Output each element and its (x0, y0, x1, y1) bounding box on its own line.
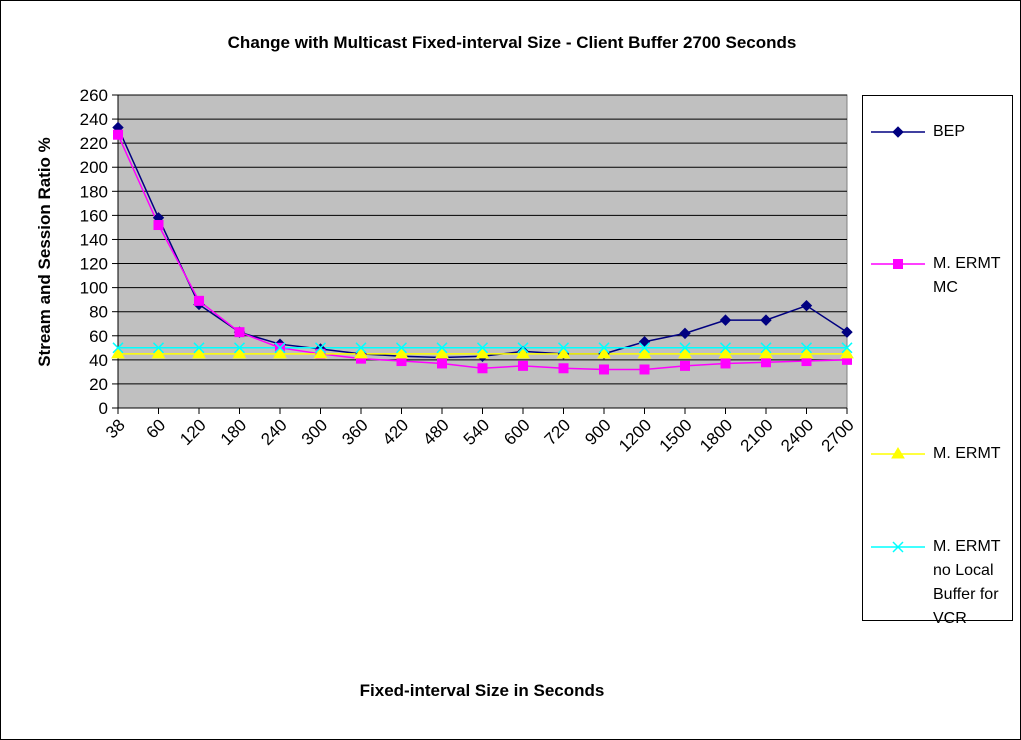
marker (355, 342, 367, 354)
marker (192, 346, 206, 359)
marker (476, 342, 489, 354)
legend-swatch (871, 541, 925, 553)
marker (194, 295, 204, 306)
marker (274, 342, 286, 354)
marker (273, 346, 287, 359)
marker (111, 346, 125, 359)
marker (395, 342, 408, 354)
marker (799, 346, 814, 359)
marker (760, 314, 772, 326)
marker (599, 364, 609, 375)
legend-swatch (871, 126, 925, 138)
legend-entry: M. ERMT (863, 442, 1014, 466)
marker (354, 346, 368, 359)
legend-label: M. ERMT (933, 445, 1001, 462)
legend: BEP M. ERMT MC M. ERMT M. ERMT no Local Buf… (862, 95, 1014, 627)
marker (152, 342, 165, 354)
marker (516, 346, 530, 359)
y-tick-label: 60 (89, 327, 108, 346)
marker (232, 346, 247, 359)
y-tick-label: 140 (80, 230, 108, 249)
marker (718, 346, 733, 359)
marker (477, 363, 488, 374)
marker (153, 220, 164, 231)
marker (233, 342, 246, 354)
marker (112, 342, 124, 354)
marker (841, 326, 853, 338)
marker (314, 342, 327, 354)
y-tick-label: 120 (80, 255, 108, 274)
marker (517, 342, 529, 354)
y-tick-label: 80 (89, 303, 108, 322)
y-tick-label: 160 (80, 206, 108, 225)
marker (841, 342, 853, 354)
marker (800, 342, 813, 354)
legend-label: M. ERMT no Local Buffer for VCR (933, 538, 1001, 627)
marker (760, 342, 772, 354)
marker (719, 314, 732, 326)
marker (720, 358, 731, 369)
marker (719, 342, 732, 354)
marker (759, 346, 773, 359)
marker (558, 363, 569, 374)
marker (892, 126, 904, 138)
marker (639, 364, 650, 375)
marker (679, 342, 691, 354)
y-tick-label: 40 (89, 351, 108, 370)
marker (437, 358, 447, 369)
y-tick-label: 100 (80, 279, 108, 298)
marker (475, 346, 490, 359)
legend-entry: M. ERMT no Local Buffer for VCR (863, 535, 1014, 631)
marker (556, 346, 571, 359)
marker (840, 346, 854, 359)
legend-entry: BEP (863, 120, 1014, 144)
marker (435, 346, 449, 359)
marker (394, 346, 409, 359)
y-tick-label: 200 (80, 158, 108, 177)
marker (151, 346, 166, 359)
y-tick-label: 240 (80, 110, 108, 129)
marker (518, 360, 528, 371)
marker (891, 447, 905, 459)
marker (234, 327, 245, 338)
legend-swatch (871, 447, 925, 459)
x-axis-label: Fixed-interval Size in Seconds (360, 681, 605, 700)
marker (598, 342, 610, 354)
marker (193, 342, 205, 354)
marker (436, 342, 448, 354)
marker (893, 259, 903, 269)
marker (680, 360, 690, 371)
marker (597, 346, 611, 359)
y-tick-label: 180 (80, 182, 108, 201)
y-tick-label: 20 (89, 375, 108, 394)
y-tick-label: 260 (80, 86, 108, 105)
legend-label: M. ERMT MC (933, 255, 1001, 296)
marker (113, 129, 123, 140)
marker (638, 342, 651, 354)
legend-label: BEP (933, 123, 966, 140)
marker (892, 541, 904, 553)
marker (313, 346, 328, 359)
marker (800, 299, 813, 312)
y-tick-label: 220 (80, 134, 108, 153)
marker (679, 327, 691, 340)
marker (761, 357, 771, 368)
legend-swatch (871, 259, 925, 269)
y-axis-label: Stream and Session Ratio % (35, 137, 54, 367)
marker (678, 346, 692, 359)
marker (557, 342, 570, 354)
legend-entry: M. ERMT MC (863, 252, 1014, 300)
y-tick-label: 0 (99, 399, 108, 418)
chart-title: Change with Multicast Fixed-interval Siz… (228, 33, 797, 52)
marker (637, 346, 652, 359)
